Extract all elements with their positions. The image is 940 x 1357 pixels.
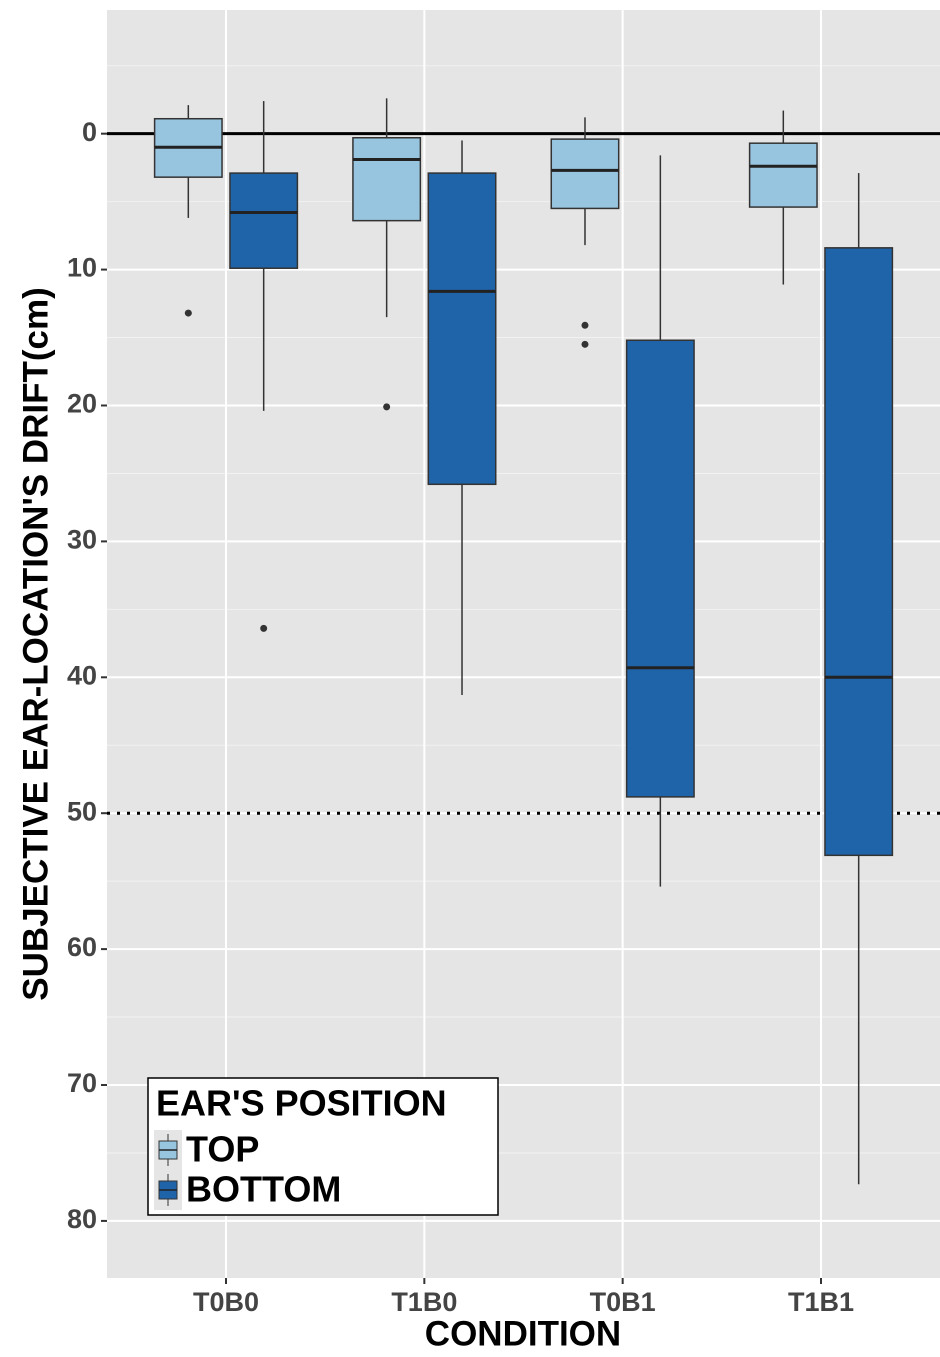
x-tick-label: T0B0 <box>193 1287 259 1317</box>
y-tick-label: 70 <box>67 1068 97 1098</box>
y-tick-label: 20 <box>67 389 97 419</box>
legend-label: TOP <box>186 1129 259 1170</box>
x-axis-title: CONDITION <box>425 1314 621 1353</box>
y-tick-label: 0 <box>82 117 97 147</box>
y-tick-label: 80 <box>67 1204 97 1234</box>
box <box>550 138 620 210</box>
x-tick-label: T0B1 <box>590 1287 656 1317</box>
box <box>229 172 299 269</box>
outlier <box>260 624 268 632</box>
outlier <box>581 321 589 329</box>
y-tick-label: 30 <box>67 525 97 555</box>
outlier <box>581 340 589 348</box>
box <box>824 247 894 857</box>
y-tick-label: 50 <box>67 796 97 826</box>
legend-box <box>147 1077 499 1216</box>
legend-title: EAR'S POSITION <box>156 1083 447 1124</box>
x-tick-label: T1B0 <box>391 1287 457 1317</box>
y-tick-label: 10 <box>67 253 97 283</box>
box <box>427 172 497 486</box>
box <box>625 339 695 798</box>
legend-label: BOTTOM <box>186 1169 341 1210</box>
box <box>352 137 422 222</box>
outlier <box>184 309 192 317</box>
y-tick-label: 60 <box>67 932 97 962</box>
x-tick-label: T1B1 <box>788 1287 854 1317</box>
y-axis-title: SUBJECTIVE EAR-LOCATION'S DRIFT(cm) <box>16 287 55 1001</box>
box <box>748 142 818 208</box>
y-tick-label: 40 <box>67 660 97 690</box>
outlier <box>383 403 391 411</box>
